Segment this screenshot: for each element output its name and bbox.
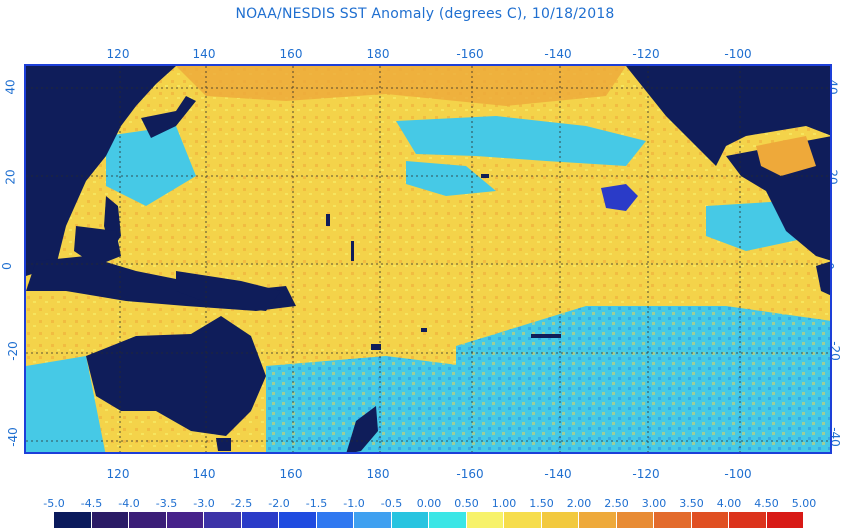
colorbar-label: -3.0: [193, 497, 215, 510]
lon-tick-bottom-neg140: -140: [544, 467, 572, 481]
lat-label-left-neg20: -20: [5, 341, 20, 361]
colorbar-label: 2.00: [566, 497, 592, 510]
cold-spot-hawaii-northeast: [601, 184, 638, 211]
lon-tick-bottom-neg120: -120: [632, 467, 660, 481]
cool-region-south-central-texture: [266, 356, 466, 452]
cool-region-southwest: [26, 356, 106, 452]
lon-tick-160: 160: [279, 47, 303, 61]
lon-tick-neg160: -160: [456, 47, 484, 61]
lat-label-left-40: 40: [3, 79, 18, 95]
north-warm-band: [176, 66, 626, 106]
colorbar-swatch: [504, 512, 542, 528]
colorbar-label: 3.50: [679, 497, 704, 510]
lon-tick-bottom-120: 120: [106, 467, 130, 481]
lon-tick-bottom-neg100: -100: [724, 467, 752, 481]
tasmania-landmass: [216, 438, 231, 451]
cool-region-west: [106, 126, 196, 206]
colorbar-swatch: [466, 512, 504, 528]
lat-tick-left-neg40: -40: [3, 427, 23, 447]
colorbar-label: 3.00: [641, 497, 667, 510]
lon-tick-bottom-160: 160: [279, 467, 303, 481]
fiji-island: [371, 344, 381, 350]
lat-tick-left-40: 40: [3, 79, 18, 95]
colorbar-swatch: [616, 512, 654, 528]
lon-tick-bottom-180: 180: [366, 467, 390, 481]
cool-band-mid-pacific: [406, 161, 496, 196]
north-america-landmass: [626, 66, 830, 166]
cool-band-north-pacific: [396, 116, 646, 166]
lon-tick-neg140: -140: [544, 47, 572, 61]
lat-tick-left-0: 0: [0, 259, 14, 273]
colorbar-swatch: [316, 512, 354, 528]
lon-tick-120: 120: [106, 47, 130, 61]
colorbar-label: -3.5: [155, 497, 178, 510]
colorbar-swatch: [579, 512, 617, 528]
colorbar-swatch: [729, 512, 767, 528]
samoa-island: [421, 328, 427, 332]
colorbar-label: 1.50: [529, 497, 554, 510]
colorbar-swatch: [429, 512, 467, 528]
japan-landmass: [141, 96, 196, 138]
colorbar-label: 4.50: [754, 497, 779, 510]
colorbar-swatch: [391, 512, 429, 528]
colorbar-swatch: [691, 512, 729, 528]
kiribati-islands: [351, 241, 354, 261]
sst-anomaly-map: [24, 64, 832, 454]
colorbar-label: 4.00: [716, 497, 742, 510]
lon-tick-neg100: -100: [724, 47, 752, 61]
baja-warm-patch: [756, 136, 816, 176]
colorbar-label: 0.50: [454, 497, 479, 510]
lat-tick-left-20: 20: [3, 169, 18, 185]
colorbar: [54, 512, 804, 528]
south-america-edge: [816, 261, 830, 296]
colorbar-label: 5.00: [791, 497, 817, 510]
colorbar-label: -2.5: [230, 497, 253, 510]
lon-tick-140: 140: [192, 47, 216, 61]
colorbar-label: -0.5: [380, 497, 403, 510]
colorbar-label: -5.0: [43, 497, 65, 510]
colorbar-swatch: [54, 512, 92, 528]
colorbar-label: -1.5: [305, 497, 328, 510]
lat-label-left-neg40: -40: [5, 427, 20, 447]
cool-region-southeast-texture: [456, 306, 830, 452]
colorbar-swatch: [241, 512, 279, 528]
colorbar-label: -2.0: [268, 497, 290, 510]
colorbar-swatch: [166, 512, 204, 528]
graticule: [26, 66, 830, 452]
colorbar-swatch: [91, 512, 129, 528]
lon-tick-180: 180: [366, 47, 390, 61]
australia-landmass: [86, 316, 266, 436]
hawaii-island: [481, 174, 489, 178]
borneo-landmass: [74, 226, 121, 266]
lon-tick-bottom-neg160: -160: [456, 467, 484, 481]
colorbar-swatch: [279, 512, 317, 528]
colorbar-swatch: [129, 512, 167, 528]
colorbar-label: 2.50: [604, 497, 629, 510]
lat-tick-left-neg20: -20: [3, 341, 23, 361]
lon-tick-neg120: -120: [632, 47, 660, 61]
marshall-islands: [326, 214, 330, 226]
new-zealand-landmass: [346, 406, 378, 452]
colorbar-swatch: [354, 512, 392, 528]
colorbar-swatch: [766, 512, 804, 528]
colorbar-label: -4.5: [80, 497, 103, 510]
lat-label-left-20: 20: [3, 169, 18, 185]
lat-label-left-0: 0: [0, 262, 14, 270]
colorbar-label: 1.00: [491, 497, 517, 510]
colorbar-label: 0.00: [416, 497, 442, 510]
tahiti-islands: [531, 334, 561, 338]
lon-tick-bottom-140: 140: [192, 467, 216, 481]
asia-landmass: [26, 66, 176, 276]
colorbar-swatch: [541, 512, 579, 528]
colorbar-swatch: [654, 512, 692, 528]
map-canvas: [26, 66, 830, 452]
colorbar-label: -4.0: [118, 497, 140, 510]
new-guinea-landmass: [176, 271, 281, 311]
colorbar-swatch: [204, 512, 242, 528]
map-title: NOAA/NESDIS SST Anomaly (degrees C), 10/…: [235, 6, 615, 22]
colorbar-label: -1.0: [343, 497, 365, 510]
